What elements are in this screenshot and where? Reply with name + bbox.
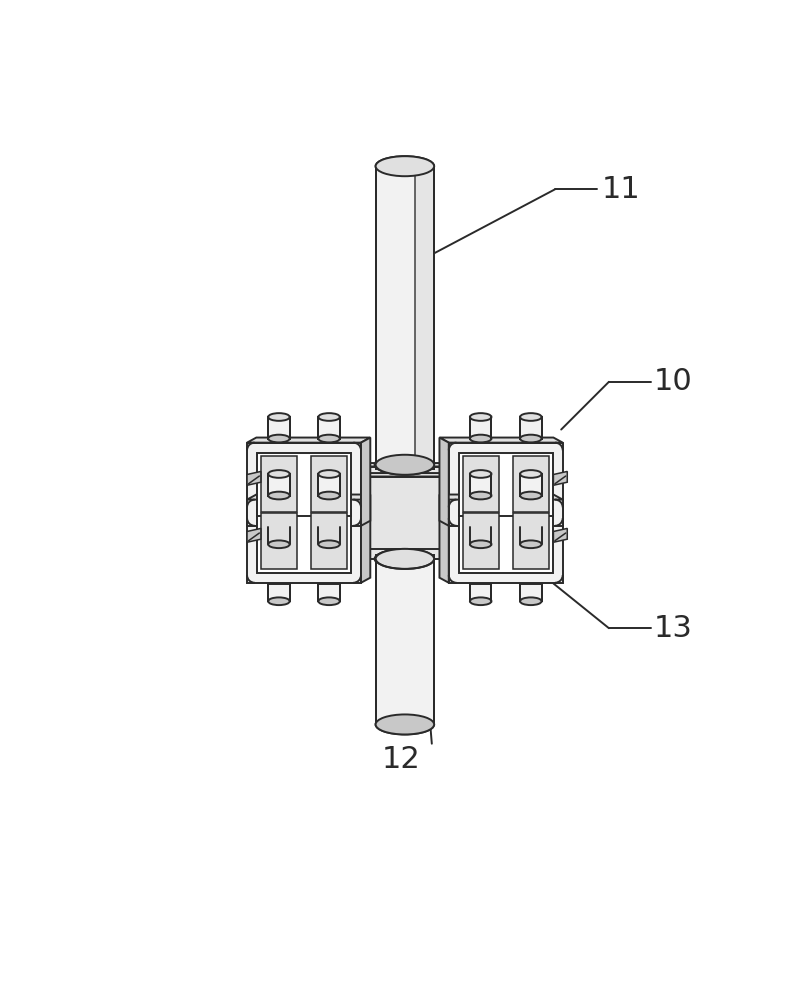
Polygon shape [247,500,361,583]
Ellipse shape [268,435,290,442]
Ellipse shape [520,470,542,478]
Polygon shape [326,473,478,477]
Ellipse shape [318,435,340,442]
Polygon shape [415,166,434,469]
Polygon shape [449,443,562,526]
Polygon shape [363,466,447,559]
Polygon shape [326,473,332,549]
Ellipse shape [470,435,491,442]
Polygon shape [470,527,491,544]
Polygon shape [415,166,434,465]
Ellipse shape [268,597,290,605]
Polygon shape [470,474,491,496]
Polygon shape [463,456,498,512]
Ellipse shape [268,470,290,478]
Ellipse shape [375,455,435,475]
Polygon shape [459,510,553,573]
Polygon shape [472,473,478,549]
Polygon shape [554,528,567,542]
Ellipse shape [268,540,290,548]
Polygon shape [439,495,449,583]
Ellipse shape [318,597,340,605]
Polygon shape [247,495,371,500]
Ellipse shape [470,492,491,499]
Ellipse shape [520,435,542,442]
Text: 11: 11 [601,175,640,204]
Polygon shape [268,527,290,544]
Polygon shape [415,559,434,724]
Ellipse shape [375,714,435,734]
Ellipse shape [375,549,435,569]
Ellipse shape [318,470,340,478]
Ellipse shape [375,156,435,176]
Ellipse shape [470,540,491,548]
Ellipse shape [470,413,491,421]
Text: 12: 12 [382,745,420,774]
Polygon shape [520,474,542,496]
Polygon shape [332,477,478,549]
Text: 10: 10 [653,367,692,396]
Polygon shape [439,438,449,526]
Ellipse shape [520,492,542,499]
Polygon shape [318,417,340,439]
Polygon shape [257,453,351,516]
Ellipse shape [374,550,430,568]
Polygon shape [520,417,542,439]
Polygon shape [449,500,562,583]
Polygon shape [268,474,290,496]
Polygon shape [375,166,435,465]
Polygon shape [268,584,290,601]
Ellipse shape [470,597,491,605]
Polygon shape [257,510,351,573]
Polygon shape [375,166,435,469]
Ellipse shape [374,455,430,474]
Polygon shape [311,456,347,512]
Polygon shape [361,495,371,583]
Polygon shape [261,456,297,512]
Polygon shape [361,438,371,526]
Ellipse shape [520,597,542,605]
Polygon shape [439,438,562,443]
Polygon shape [513,513,549,569]
Polygon shape [439,495,562,500]
Ellipse shape [318,540,340,548]
Polygon shape [318,584,340,601]
Polygon shape [247,471,261,485]
Polygon shape [247,528,261,542]
Ellipse shape [470,470,491,478]
Polygon shape [463,513,498,569]
Ellipse shape [375,714,435,734]
Ellipse shape [375,156,435,176]
Ellipse shape [318,492,340,499]
Polygon shape [375,555,435,724]
Ellipse shape [268,492,290,499]
Polygon shape [554,471,567,485]
Ellipse shape [318,413,340,421]
Polygon shape [318,474,340,496]
Polygon shape [459,453,553,516]
Polygon shape [268,417,290,439]
Ellipse shape [375,455,435,475]
Polygon shape [311,513,347,569]
Polygon shape [470,417,491,439]
Text: 13: 13 [653,614,693,643]
Polygon shape [470,584,491,601]
Polygon shape [247,438,371,443]
Ellipse shape [375,549,435,569]
Ellipse shape [520,413,542,421]
Polygon shape [375,559,435,724]
Ellipse shape [520,540,542,548]
Ellipse shape [268,413,290,421]
Polygon shape [357,463,447,466]
Polygon shape [247,443,361,526]
Polygon shape [520,584,542,601]
Polygon shape [318,527,340,544]
Polygon shape [513,456,549,512]
Polygon shape [520,527,542,544]
Polygon shape [261,513,297,569]
